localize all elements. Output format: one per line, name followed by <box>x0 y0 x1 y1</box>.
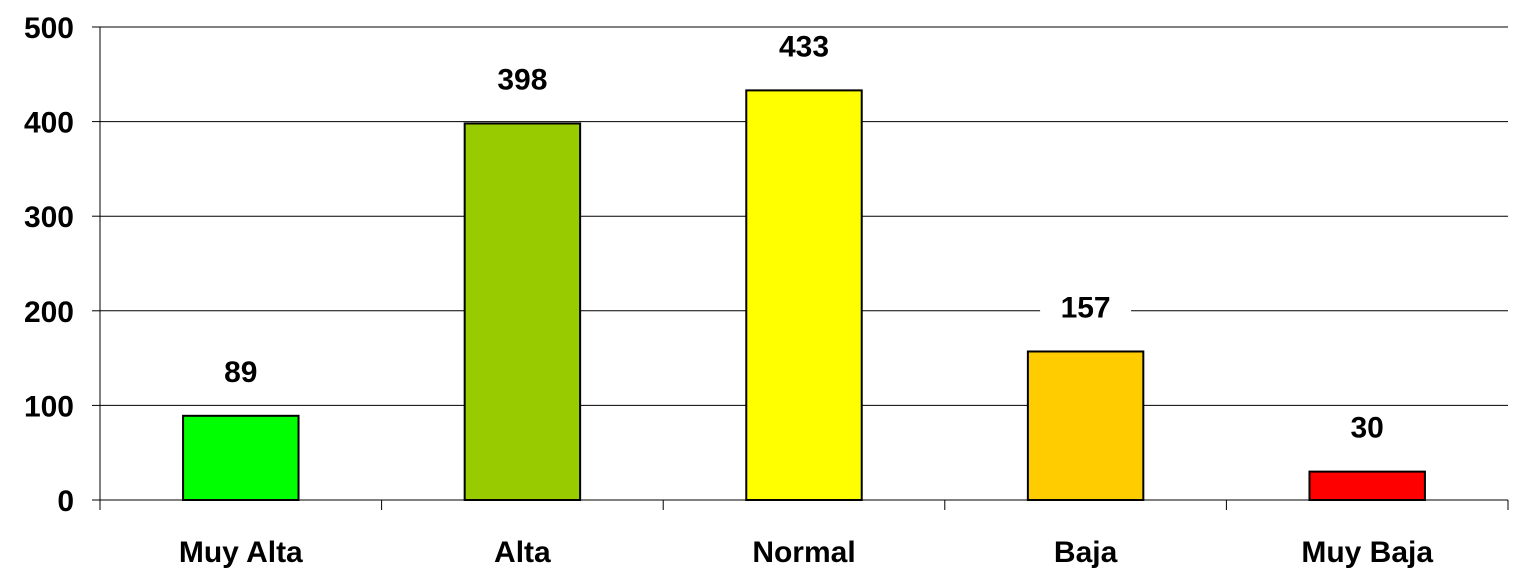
data-label: 157 <box>1061 291 1111 324</box>
data-label-background <box>1040 289 1132 330</box>
bars: 89 398 433 157 30 <box>182 28 1426 502</box>
bar-alta <box>463 122 582 501</box>
bar-baja <box>1026 350 1145 501</box>
data-label-background <box>758 28 850 69</box>
data-label: 433 <box>779 30 829 63</box>
data-label-background <box>476 61 568 102</box>
bar-normal <box>745 89 863 502</box>
data-label: 89 <box>224 356 257 389</box>
axes <box>99 27 1509 510</box>
x-category-label: Baja <box>1054 536 1118 569</box>
x-category-label: Muy Alta <box>179 536 303 569</box>
data-label: 398 <box>497 63 547 96</box>
y-tick-label: 100 <box>24 390 74 423</box>
y-tick-label: 200 <box>24 296 74 329</box>
data-label-background <box>204 353 277 394</box>
x-axis-categories: Muy Alta Alta Normal Baja Muy Baja <box>179 536 1434 569</box>
data-label-background <box>1331 409 1404 450</box>
data-label: 30 <box>1351 412 1384 445</box>
bar-muy-baja <box>1308 470 1426 501</box>
bar-muy-alta <box>182 414 300 501</box>
y-tick-label: 300 <box>24 201 74 234</box>
y-tick-label: 500 <box>24 12 74 45</box>
y-tick-label: 400 <box>24 107 74 140</box>
x-category-label: Muy Baja <box>1301 536 1433 569</box>
y-axis-ticks: 0 100 200 300 400 500 <box>24 12 100 518</box>
x-category-label: Normal <box>752 536 855 569</box>
x-category-label: Alta <box>494 536 551 569</box>
y-tick-label: 0 <box>57 485 74 518</box>
